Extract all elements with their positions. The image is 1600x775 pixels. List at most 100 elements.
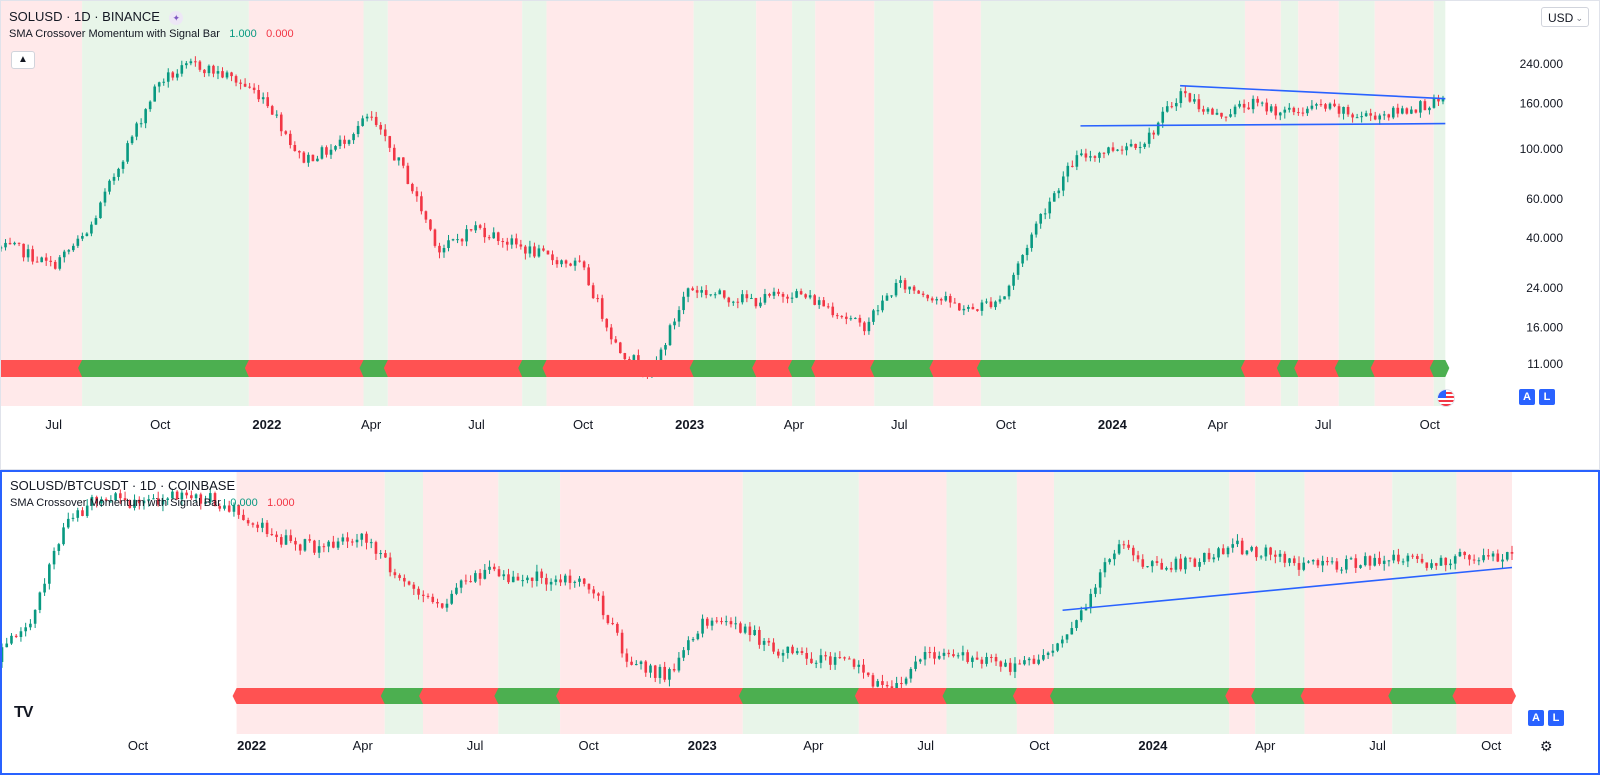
candle-body bbox=[1221, 548, 1225, 555]
candle-body bbox=[442, 248, 446, 253]
candle-body bbox=[1316, 560, 1320, 566]
candle-body bbox=[1240, 540, 1244, 555]
candle-body bbox=[388, 557, 392, 573]
candle-body bbox=[1098, 152, 1101, 158]
candle-body bbox=[663, 666, 666, 680]
candle-body bbox=[356, 125, 360, 135]
log-scale-button[interactable]: L bbox=[1539, 389, 1555, 405]
tradingview-logo[interactable]: TV bbox=[14, 704, 33, 721]
candle-body bbox=[843, 657, 846, 659]
main-price-pane[interactable]: 240.000 160.000 100.000 60.000 40.000 24.000 1… bbox=[0, 0, 1600, 470]
auto-scale-button-2[interactable]: A bbox=[1528, 710, 1544, 726]
symbol-title-2[interactable]: SOLUSD/BTCUSDT · 1D · COINBASE bbox=[10, 478, 236, 493]
candle-body bbox=[1346, 106, 1350, 115]
candle-body bbox=[724, 621, 728, 623]
candle-body bbox=[316, 158, 319, 162]
time-axis-label: Jul bbox=[468, 417, 485, 432]
signal-background-region bbox=[792, 1, 816, 406]
candle-body bbox=[1401, 561, 1405, 563]
candle-body bbox=[266, 97, 270, 107]
candle-body bbox=[1363, 556, 1367, 566]
candle-body bbox=[1129, 143, 1133, 147]
candle-body bbox=[1359, 565, 1362, 568]
currency-select[interactable]: USD ⌄ bbox=[1541, 7, 1589, 27]
candle-body bbox=[1165, 106, 1169, 112]
candle-body bbox=[49, 260, 53, 262]
candle-body bbox=[962, 308, 966, 311]
candle-body bbox=[976, 309, 979, 311]
candle-body bbox=[252, 87, 256, 90]
candle-body bbox=[791, 646, 794, 654]
time-axis-label: Apr bbox=[1255, 738, 1276, 753]
candle-body bbox=[207, 65, 211, 74]
gear-icon[interactable]: ⚙ bbox=[1540, 738, 1553, 754]
currency-value: USD bbox=[1548, 11, 1574, 25]
candle-body bbox=[947, 652, 951, 655]
trendline bbox=[1062, 566, 1513, 612]
candle-body bbox=[804, 294, 807, 298]
candle-body bbox=[814, 662, 818, 664]
indicator-title[interactable]: SMA Crossover Momentum with Signal Bar bbox=[9, 28, 220, 40]
signal-bar-segment bbox=[359, 360, 392, 377]
brush-icon[interactable]: ✦ bbox=[169, 10, 184, 25]
candle-body bbox=[128, 500, 132, 508]
ratio-chart[interactable]: Oct 2022 Apr Jul Oct 2023 Apr Jul Oct 2024 Apr Jul O… bbox=[2, 472, 1598, 773]
log-scale-button-2[interactable]: L bbox=[1548, 710, 1564, 726]
symbol-title[interactable]: SOLUSD · 1D · BINANCE bbox=[9, 9, 160, 24]
candle-body bbox=[587, 267, 590, 286]
candle-body bbox=[958, 303, 961, 311]
candle-body bbox=[1071, 165, 1074, 167]
candle-body bbox=[123, 498, 127, 501]
ratio-pane[interactable]: Oct 2022 Apr Jul Oct 2023 Apr Jul Oct 2024 Apr Jul O… bbox=[0, 470, 1600, 775]
auto-scale-button[interactable]: A bbox=[1519, 389, 1535, 405]
candle-body bbox=[104, 499, 108, 501]
candle-body bbox=[1042, 655, 1045, 660]
us-flag-icon[interactable] bbox=[1437, 389, 1455, 407]
candle-body bbox=[1342, 106, 1345, 114]
candle-body bbox=[1468, 555, 1471, 560]
candle-body bbox=[1016, 263, 1020, 275]
candle-body bbox=[307, 154, 310, 163]
candle-body bbox=[350, 541, 354, 543]
candle-body bbox=[137, 499, 141, 504]
candle-body bbox=[440, 603, 444, 608]
candle-body bbox=[208, 493, 212, 503]
candle-body bbox=[709, 294, 712, 296]
signal-background-region bbox=[933, 1, 981, 406]
candle-body bbox=[166, 498, 169, 500]
candle-body bbox=[1491, 553, 1495, 557]
candle-body bbox=[313, 540, 316, 553]
candle-body bbox=[436, 602, 439, 604]
candle-body bbox=[119, 493, 122, 499]
candle-body bbox=[720, 621, 723, 623]
candle-body bbox=[1034, 223, 1038, 235]
candle-body bbox=[824, 655, 827, 657]
chevron-up-icon[interactable]: ▲ bbox=[11, 51, 35, 69]
candle-body bbox=[230, 72, 233, 77]
candle-body bbox=[126, 143, 129, 162]
candle-body bbox=[483, 569, 487, 579]
candle-body bbox=[407, 581, 411, 585]
price-chart[interactable]: 240.000 160.000 100.000 60.000 40.000 24.000 1… bbox=[1, 1, 1599, 469]
candle-body bbox=[431, 596, 435, 603]
price-scale-label: 16.000 bbox=[1526, 320, 1563, 334]
candle-body bbox=[741, 294, 744, 303]
candle-body bbox=[601, 595, 605, 616]
candle-body bbox=[745, 294, 749, 299]
candle-body bbox=[1075, 620, 1078, 629]
signal-bar-segment bbox=[738, 688, 863, 704]
indicator-title-2[interactable]: SMA Crossover Momentum with Signal Bar bbox=[10, 497, 221, 509]
candle-body bbox=[1274, 554, 1277, 557]
candle-body bbox=[849, 318, 853, 320]
time-axis-label: Apr bbox=[1208, 417, 1229, 432]
candle-body bbox=[953, 302, 957, 304]
candle-body bbox=[289, 535, 293, 541]
candle-body bbox=[1392, 554, 1395, 561]
candle-body bbox=[554, 579, 558, 582]
candle-body bbox=[24, 627, 27, 632]
candle-body bbox=[1021, 255, 1024, 264]
candle-body bbox=[939, 299, 943, 301]
candle-body bbox=[614, 339, 618, 343]
candle-body bbox=[876, 681, 880, 687]
candle-body bbox=[415, 191, 419, 197]
